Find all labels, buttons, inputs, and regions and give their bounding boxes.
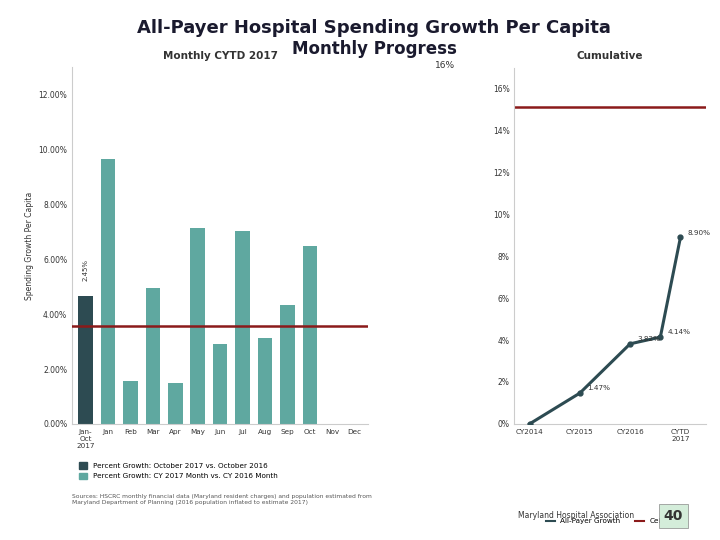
Text: 8.90%: 8.90%	[688, 230, 711, 235]
Text: Monthly Progress: Monthly Progress	[292, 40, 456, 58]
Text: 1.47%: 1.47%	[587, 386, 610, 392]
Text: 4.14%: 4.14%	[667, 329, 690, 335]
Legend: Percent Growth: October 2017 vs. October 2016, Percent Growth: CY 2017 Month vs.: Percent Growth: October 2017 vs. October…	[76, 460, 281, 482]
Bar	[213, 345, 228, 424]
Text: Maryland Hospital Association: Maryland Hospital Association	[518, 511, 634, 520]
Text: 2.45%: 2.45%	[83, 259, 89, 281]
Bar	[258, 338, 272, 424]
Bar	[280, 305, 294, 424]
Title: Cumulative: Cumulative	[577, 51, 643, 61]
Bar	[101, 159, 115, 424]
Bar	[78, 296, 93, 424]
Text: All-Payer Hospital Spending Growth Per Capita: All-Payer Hospital Spending Growth Per C…	[138, 19, 611, 37]
Y-axis label: Spending Growth Per Capita: Spending Growth Per Capita	[25, 192, 34, 300]
Title: Monthly CYTD 2017: Monthly CYTD 2017	[163, 51, 278, 61]
Legend: All-Payer Growth, Ceiling: All-Payer Growth, Ceiling	[543, 515, 677, 527]
Bar	[123, 381, 138, 424]
Bar	[302, 246, 318, 424]
Text: 40: 40	[664, 509, 683, 523]
Bar	[235, 231, 250, 424]
Bar	[168, 383, 183, 424]
Text: 16%: 16%	[435, 62, 455, 70]
Bar	[190, 228, 205, 424]
Text: Sources: HSCRC monthly financial data (Maryland resident charges) and population: Sources: HSCRC monthly financial data (M…	[72, 494, 372, 505]
Text: 3.82%: 3.82%	[637, 336, 660, 342]
Bar	[145, 288, 160, 424]
